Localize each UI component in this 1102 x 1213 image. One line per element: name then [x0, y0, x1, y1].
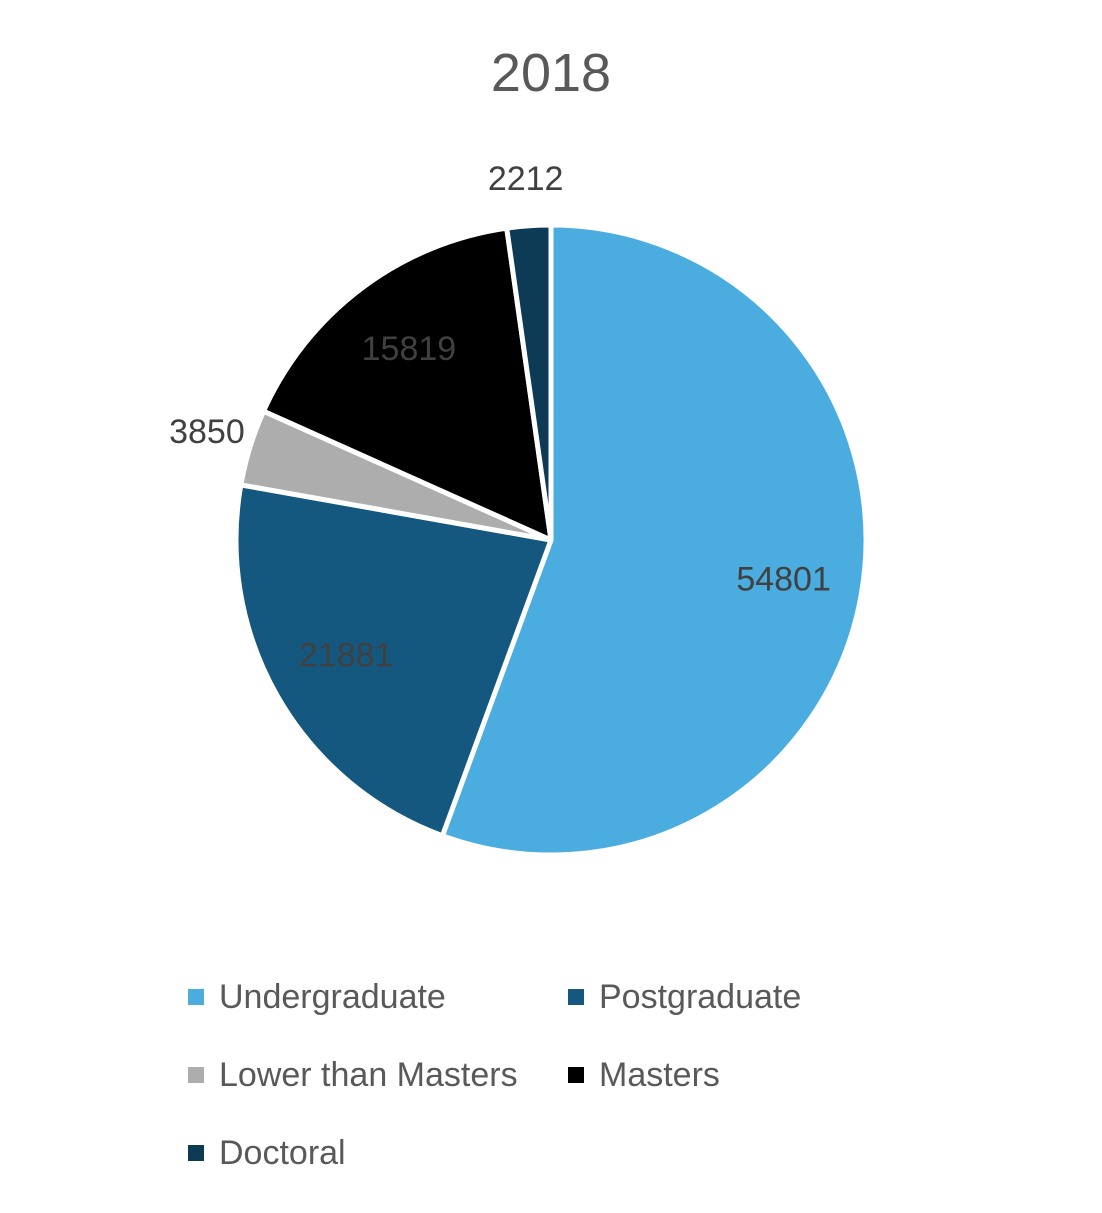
data-label: 15819 [362, 330, 457, 368]
legend-label: Undergraduate [219, 977, 446, 1016]
legend-swatch [568, 989, 584, 1005]
legend-item: Doctoral [188, 1132, 568, 1174]
pie-slice-postgraduate [233, 482, 554, 839]
chart-title: 2018 [490, 43, 612, 103]
legend-swatch [188, 1067, 204, 1083]
pie-slice-undergraduate [439, 222, 869, 858]
legend-swatch [188, 989, 204, 1005]
legend-item: Masters [568, 1054, 868, 1096]
legend-item: Undergraduate [188, 976, 568, 1018]
legend-label: Lower than Masters [219, 1055, 518, 1094]
legend: Undergraduate Postgraduate Lower than Mast… [188, 976, 888, 1174]
legend-item: Postgraduate [568, 976, 868, 1018]
pie-slice-doctoral [504, 222, 554, 543]
data-label: 3850 [169, 413, 245, 451]
pie-slice-masters [261, 225, 554, 543]
legend-swatch [188, 1145, 204, 1161]
data-label: 21881 [299, 637, 394, 675]
legend-label: Doctoral [219, 1133, 346, 1172]
legend-label: Masters [599, 1055, 720, 1094]
data-label: 2212 [488, 160, 564, 198]
legend-label: Postgraduate [599, 977, 802, 1016]
legend-swatch [568, 1067, 584, 1083]
legend-item: Lower than Masters [188, 1054, 568, 1096]
data-label: 54801 [736, 560, 831, 598]
